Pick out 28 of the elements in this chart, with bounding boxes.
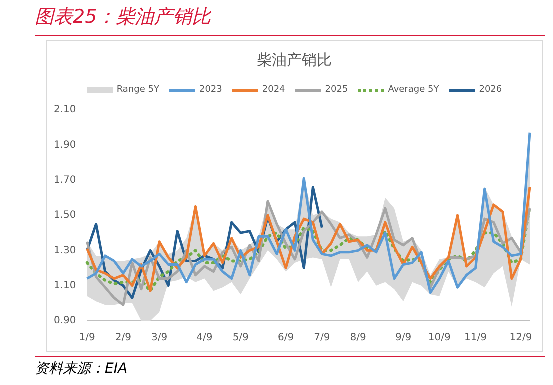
x-tick-label: 10/9 bbox=[428, 332, 451, 344]
chart-title: 图表25：柴油产销比 bbox=[35, 5, 212, 30]
y-tick-label: 1.90 bbox=[54, 140, 76, 151]
legend-label: 2025 bbox=[325, 85, 348, 95]
legend-label: 2023 bbox=[199, 85, 222, 95]
y-tick-label: 1.10 bbox=[54, 280, 76, 292]
chart-subtitle: 柴油产销比 bbox=[256, 51, 333, 70]
legend-label: 2026 bbox=[479, 85, 502, 95]
text: Range 5Y bbox=[116, 85, 160, 95]
legend-label: 2024 bbox=[262, 85, 286, 95]
x-tick-label: 7/9 bbox=[314, 332, 330, 344]
x-tick-label: 12/9 bbox=[510, 332, 532, 344]
x-tick-label: 2/9 bbox=[115, 332, 132, 344]
y-tick-label: 1.30 bbox=[54, 245, 76, 256]
legend-label: Average 5Y bbox=[388, 85, 440, 95]
x-tick-label: 3/9 bbox=[152, 332, 168, 344]
y-tick-label: 2.10 bbox=[54, 104, 76, 116]
y-tick-label: 1.50 bbox=[54, 210, 76, 222]
x-tick-label: 1/9 bbox=[79, 332, 96, 344]
x-tick-label: 5/9 bbox=[232, 332, 249, 344]
text: 资料来源：EIA bbox=[35, 361, 128, 377]
y-tick-label: 0.90 bbox=[54, 316, 76, 327]
x-tick-label: 8/9 bbox=[350, 332, 366, 344]
x-tick-label: 4/9 bbox=[196, 332, 213, 344]
x-tick-label: 9/9 bbox=[395, 332, 412, 344]
y-tick-label: 1.70 bbox=[54, 174, 76, 186]
x-tick-label: 6/9 bbox=[278, 332, 294, 344]
x-tick-label: 11/9 bbox=[464, 332, 488, 344]
